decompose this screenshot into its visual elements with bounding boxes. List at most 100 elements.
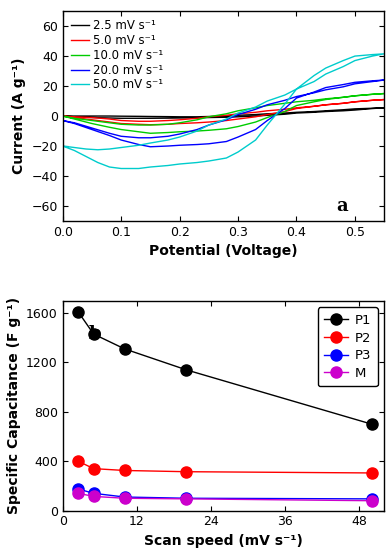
20.0 mV s⁻¹ <box>236 111 240 118</box>
20.0 mV s⁻¹ <box>148 134 153 141</box>
2.5 mV s⁻¹ <box>312 108 316 115</box>
10.0 mV s⁻¹ <box>177 128 182 135</box>
50.0 mV s⁻¹ <box>95 147 100 153</box>
2.5 mV s⁻¹ <box>265 112 270 119</box>
2.5 mV s⁻¹ <box>382 104 387 111</box>
50.0 mV s⁻¹ <box>207 122 211 128</box>
5.0 mV s⁻¹ <box>165 121 170 128</box>
10.0 mV s⁻¹ <box>148 130 153 137</box>
20.0 mV s⁻¹ <box>312 89 316 96</box>
20.0 mV s⁻¹ <box>177 130 182 137</box>
2.5 mV s⁻¹ <box>253 111 258 118</box>
2.5 mV s⁻¹ <box>352 105 357 112</box>
P1 <box>369 421 374 427</box>
2.5 mV s⁻¹ <box>90 113 94 119</box>
10.0 mV s⁻¹ <box>60 113 65 119</box>
10.0 mV s⁻¹ <box>312 98 316 105</box>
2.5 mV s⁻¹ <box>207 114 211 121</box>
Line: 2.5 mV s⁻¹: 2.5 mV s⁻¹ <box>63 108 384 118</box>
50.0 mV s⁻¹ <box>177 134 182 140</box>
10.0 mV s⁻¹ <box>224 125 229 132</box>
2.5 mV s⁻¹ <box>283 110 287 117</box>
20.0 mV s⁻¹ <box>352 80 357 87</box>
2.5 mV s⁻¹ <box>107 113 112 119</box>
20.0 mV s⁻¹ <box>72 120 77 127</box>
2.5 mV s⁻¹ <box>294 110 299 117</box>
Line: P2: P2 <box>73 456 377 478</box>
2.5 mV s⁻¹ <box>207 113 211 120</box>
50.0 mV s⁻¹ <box>312 78 316 85</box>
P3 <box>184 495 189 502</box>
20.0 mV s⁻¹ <box>90 126 94 133</box>
10.0 mV s⁻¹ <box>323 95 328 102</box>
20.0 mV s⁻¹ <box>382 77 387 83</box>
20.0 mV s⁻¹ <box>136 141 141 148</box>
5.0 mV s⁻¹ <box>312 103 316 110</box>
50.0 mV s⁻¹ <box>224 115 229 122</box>
20.0 mV s⁻¹ <box>323 84 328 91</box>
20.0 mV s⁻¹ <box>253 126 258 133</box>
10.0 mV s⁻¹ <box>265 102 270 109</box>
50.0 mV s⁻¹ <box>195 128 200 134</box>
2.5 mV s⁻¹ <box>165 115 170 122</box>
10.0 mV s⁻¹ <box>72 115 77 122</box>
Line: 50.0 mV s⁻¹: 50.0 mV s⁻¹ <box>63 54 384 169</box>
5.0 mV s⁻¹ <box>312 103 316 110</box>
10.0 mV s⁻¹ <box>323 96 328 103</box>
20.0 mV s⁻¹ <box>294 95 299 102</box>
50.0 mV s⁻¹ <box>107 145 112 152</box>
P1 <box>184 366 189 373</box>
20.0 mV s⁻¹ <box>283 105 287 112</box>
50.0 mV s⁻¹ <box>119 165 123 172</box>
50.0 mV s⁻¹ <box>107 164 112 170</box>
20.0 mV s⁻¹ <box>236 134 240 140</box>
Line: P3: P3 <box>73 483 377 504</box>
50.0 mV s⁻¹ <box>312 72 316 79</box>
20.0 mV s⁻¹ <box>265 102 270 108</box>
20.0 mV s⁻¹ <box>207 122 211 128</box>
5.0 mV s⁻¹ <box>195 115 200 122</box>
2.5 mV s⁻¹ <box>341 107 346 113</box>
10.0 mV s⁻¹ <box>195 128 200 134</box>
10.0 mV s⁻¹ <box>382 90 387 97</box>
20.0 mV s⁻¹ <box>119 137 123 143</box>
20.0 mV s⁻¹ <box>224 138 229 145</box>
10.0 mV s⁻¹ <box>283 108 287 115</box>
Line: 20.0 mV s⁻¹: 20.0 mV s⁻¹ <box>63 80 384 147</box>
50.0 mV s⁻¹ <box>236 149 240 155</box>
5.0 mV s⁻¹ <box>119 120 123 127</box>
P1 <box>91 331 96 337</box>
5.0 mV s⁻¹ <box>341 100 346 107</box>
5.0 mV s⁻¹ <box>236 115 240 122</box>
5.0 mV s⁻¹ <box>90 114 94 121</box>
10.0 mV s⁻¹ <box>177 119 182 126</box>
X-axis label: Scan speed (mV s⁻¹): Scan speed (mV s⁻¹) <box>144 534 303 548</box>
M <box>184 496 189 502</box>
5.0 mV s⁻¹ <box>177 117 182 123</box>
2.5 mV s⁻¹ <box>382 104 387 111</box>
Text: b: b <box>89 325 101 344</box>
20.0 mV s⁻¹ <box>352 79 357 85</box>
10.0 mV s⁻¹ <box>370 91 375 98</box>
10.0 mV s⁻¹ <box>60 113 65 119</box>
P2 <box>184 468 189 475</box>
P1 <box>122 346 127 352</box>
10.0 mV s⁻¹ <box>253 104 258 111</box>
50.0 mV s⁻¹ <box>370 53 375 59</box>
50.0 mV s⁻¹ <box>136 165 141 172</box>
20.0 mV s⁻¹ <box>207 140 211 147</box>
10.0 mV s⁻¹ <box>72 115 77 122</box>
10.0 mV s⁻¹ <box>253 119 258 125</box>
5.0 mV s⁻¹ <box>265 108 270 114</box>
10.0 mV s⁻¹ <box>341 94 346 100</box>
20.0 mV s⁻¹ <box>107 132 112 139</box>
M <box>91 493 96 500</box>
20.0 mV s⁻¹ <box>60 117 65 124</box>
10.0 mV s⁻¹ <box>341 94 346 100</box>
2.5 mV s⁻¹ <box>224 113 229 119</box>
10.0 mV s⁻¹ <box>382 90 387 97</box>
M <box>76 490 80 497</box>
2.5 mV s⁻¹ <box>236 113 240 120</box>
50.0 mV s⁻¹ <box>207 158 211 164</box>
10.0 mV s⁻¹ <box>119 121 123 128</box>
